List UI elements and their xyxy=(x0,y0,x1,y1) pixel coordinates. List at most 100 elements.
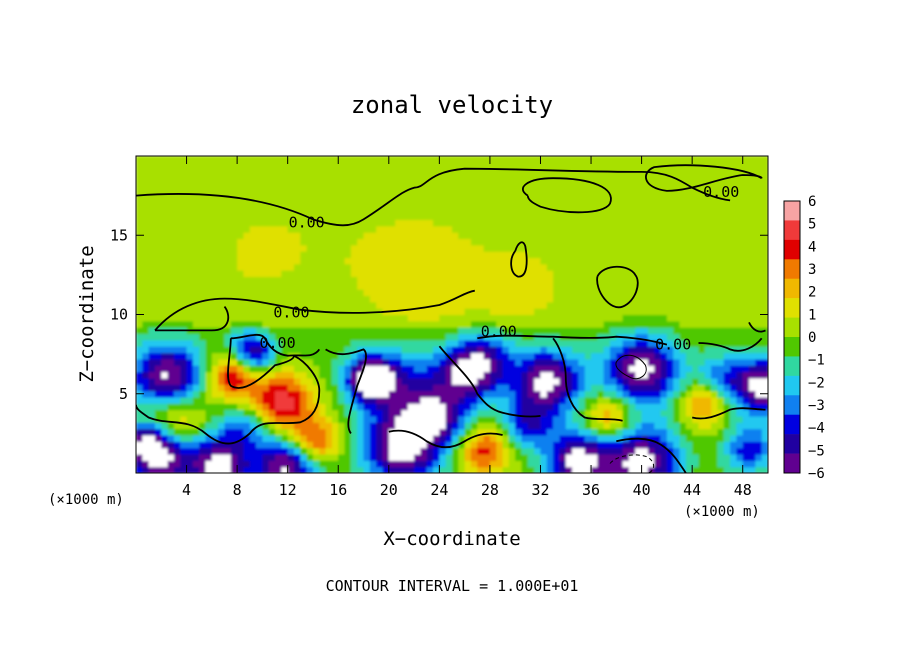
heatmap-cell xyxy=(237,428,245,436)
heatmap-cell xyxy=(527,301,535,309)
heatmap-cell xyxy=(736,308,744,316)
heatmap-cell xyxy=(439,396,447,404)
heatmap-cell xyxy=(534,213,542,220)
heatmap-cell xyxy=(199,447,207,455)
heatmap-cell xyxy=(395,251,403,259)
heatmap-cell xyxy=(192,365,200,373)
heatmap-cell xyxy=(692,466,700,473)
heatmap-cell xyxy=(218,403,226,411)
heatmap-cell xyxy=(527,422,535,430)
heatmap-cell xyxy=(761,308,768,316)
heatmap-cell xyxy=(186,200,194,208)
heatmap-cell xyxy=(256,175,263,182)
heatmap-cell xyxy=(256,390,263,398)
heatmap-cell xyxy=(439,453,447,461)
heatmap-cell xyxy=(730,251,737,259)
heatmap-cell xyxy=(312,333,320,341)
heatmap-cell xyxy=(275,263,282,271)
heatmap-cell xyxy=(142,238,150,246)
heatmap-cell xyxy=(306,390,314,398)
heatmap-cell xyxy=(243,257,251,265)
heatmap-cell xyxy=(268,314,276,322)
heatmap-cell xyxy=(673,371,681,379)
heatmap-cell xyxy=(597,263,605,271)
heatmap-cell xyxy=(698,333,706,341)
heatmap-cell xyxy=(192,422,200,430)
heatmap-cell xyxy=(154,453,162,461)
heatmap-cell xyxy=(755,447,763,455)
heatmap-cell xyxy=(628,206,636,214)
heatmap-cell xyxy=(622,422,630,430)
heatmap-cell xyxy=(148,289,156,297)
heatmap-cell xyxy=(679,156,687,163)
heatmap-cell xyxy=(515,447,523,455)
heatmap-cell xyxy=(755,428,763,436)
heatmap-cell xyxy=(306,238,314,246)
heatmap-cell xyxy=(496,301,504,309)
heatmap-cell xyxy=(407,295,415,303)
heatmap-cell xyxy=(344,384,352,392)
heatmap-cell xyxy=(742,257,750,265)
heatmap-cell xyxy=(761,409,768,417)
heatmap-cell xyxy=(363,194,371,201)
heatmap-cell xyxy=(325,295,333,303)
heatmap-cell xyxy=(597,403,605,411)
heatmap-cell xyxy=(199,257,207,265)
heatmap-cell xyxy=(319,282,327,290)
heatmap-cell xyxy=(654,295,662,303)
heatmap-cell xyxy=(483,422,491,430)
heatmap-cell xyxy=(622,447,630,455)
heatmap-cell xyxy=(597,346,605,354)
heatmap-cell xyxy=(666,453,674,461)
heatmap-cell xyxy=(426,289,434,297)
heatmap-cell xyxy=(559,200,567,208)
heatmap-cell xyxy=(300,213,308,220)
heatmap-cell xyxy=(445,219,453,227)
heatmap-cell xyxy=(572,276,579,284)
heatmap-cell xyxy=(325,460,333,468)
heatmap-cell xyxy=(527,308,535,316)
heatmap-cell xyxy=(205,301,213,309)
heatmap-cell xyxy=(281,403,289,411)
heatmap-cell xyxy=(167,263,175,271)
heatmap-cell xyxy=(483,295,491,303)
heatmap-cell xyxy=(679,225,687,233)
heatmap-cell xyxy=(173,409,181,417)
heatmap-cell xyxy=(211,422,219,430)
heatmap-cell xyxy=(489,225,497,233)
heatmap-cell xyxy=(426,238,434,246)
heatmap-cell xyxy=(338,365,346,373)
heatmap-cell xyxy=(534,200,542,208)
heatmap-cell xyxy=(338,453,346,461)
heatmap-cell xyxy=(521,308,529,316)
heatmap-cell xyxy=(635,251,643,259)
heatmap-cell xyxy=(363,339,371,347)
heatmap-cell xyxy=(363,346,371,354)
heatmap-cell xyxy=(420,225,428,233)
heatmap-cell xyxy=(395,390,403,398)
heatmap-cell xyxy=(205,168,213,176)
heatmap-cell xyxy=(395,441,403,449)
heatmap-cell xyxy=(249,377,257,385)
heatmap-cell xyxy=(742,377,750,385)
heatmap-cell xyxy=(452,168,459,176)
heatmap-cell xyxy=(376,162,384,170)
heatmap-cell xyxy=(603,225,611,233)
heatmap-cell xyxy=(464,301,472,309)
heatmap-cell xyxy=(660,390,668,398)
heatmap-cell xyxy=(761,270,768,278)
heatmap-cell xyxy=(338,396,346,404)
heatmap-cell xyxy=(249,422,257,430)
heatmap-cell xyxy=(401,422,409,430)
heatmap-cell xyxy=(717,377,725,385)
heatmap-cell xyxy=(540,415,548,423)
heatmap-cell xyxy=(521,447,529,455)
heatmap-cell xyxy=(597,301,605,309)
heatmap-cell xyxy=(281,339,289,347)
heatmap-cell xyxy=(584,327,592,335)
heatmap-cell xyxy=(173,403,181,411)
heatmap-cell xyxy=(161,415,169,423)
heatmap-cell xyxy=(369,428,377,436)
heatmap-cell xyxy=(312,460,320,468)
heatmap-cell xyxy=(673,213,681,220)
